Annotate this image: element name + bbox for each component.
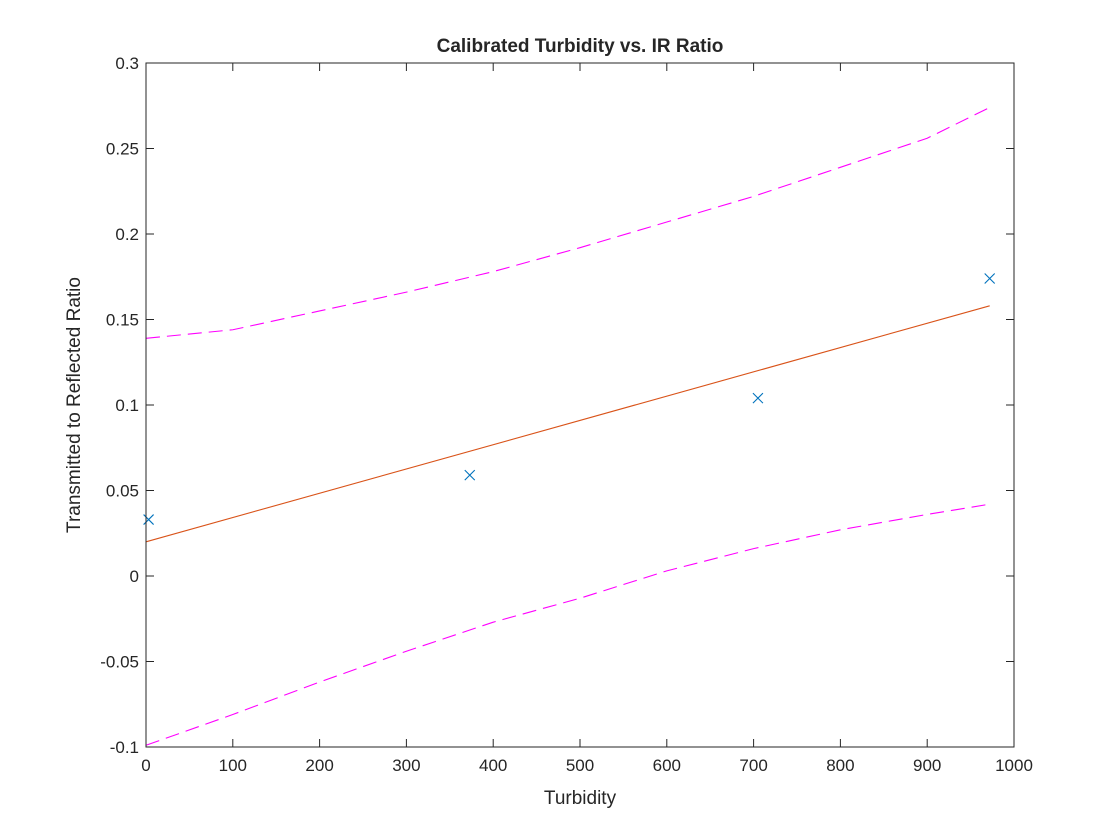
y-tick-label: -0.1 (110, 738, 139, 757)
y-tick-label: -0.05 (100, 653, 139, 672)
x-tick-label: 400 (479, 756, 507, 775)
y-axis-label: Transmitted to Reflected Ratio (64, 277, 85, 533)
x-tick-label: 800 (826, 756, 854, 775)
x-tick-label: 1000 (995, 756, 1033, 775)
tick-layer: 0 100 200 300 400 500 600 700 800 900 1000 -0.1 -0.0… (100, 54, 1033, 775)
data-point-marker (752, 392, 764, 404)
data-point-marker (464, 469, 476, 481)
x-tick-label: 600 (653, 756, 681, 775)
data-point-marker (143, 514, 154, 525)
x-tick-label: 100 (219, 756, 247, 775)
x-tick-label: 300 (392, 756, 420, 775)
series-layer (143, 106, 996, 746)
y-tick-label: 0.25 (106, 140, 139, 159)
y-tick-label: 0.15 (106, 311, 139, 330)
y-tick-label: 0.1 (115, 396, 139, 415)
x-tick-label: 200 (305, 756, 333, 775)
data-point-marker (984, 273, 996, 284)
x-tick-label: 900 (913, 756, 941, 775)
y-tick-label: 0.2 (115, 225, 139, 244)
chart-title: Calibrated Turbidity vs. IR Ratio (437, 36, 724, 57)
x-tick-label: 500 (566, 756, 594, 775)
y-tick-label: 0.05 (106, 482, 139, 501)
fit-line (145, 305, 990, 543)
y-tick-label: 0.3 (115, 54, 139, 73)
y-tick-label: 0 (130, 567, 139, 586)
plot-area: 0 100 200 300 400 500 600 700 800 900 1000 -0.1 -0.0… (100, 54, 1033, 775)
x-tick-label: 700 (739, 756, 767, 775)
x-axis-label: Turbidity (544, 788, 617, 809)
confidence-bound-line (145, 106, 990, 339)
confidence-bound-line (145, 503, 990, 746)
x-tick-label: 0 (141, 756, 150, 775)
